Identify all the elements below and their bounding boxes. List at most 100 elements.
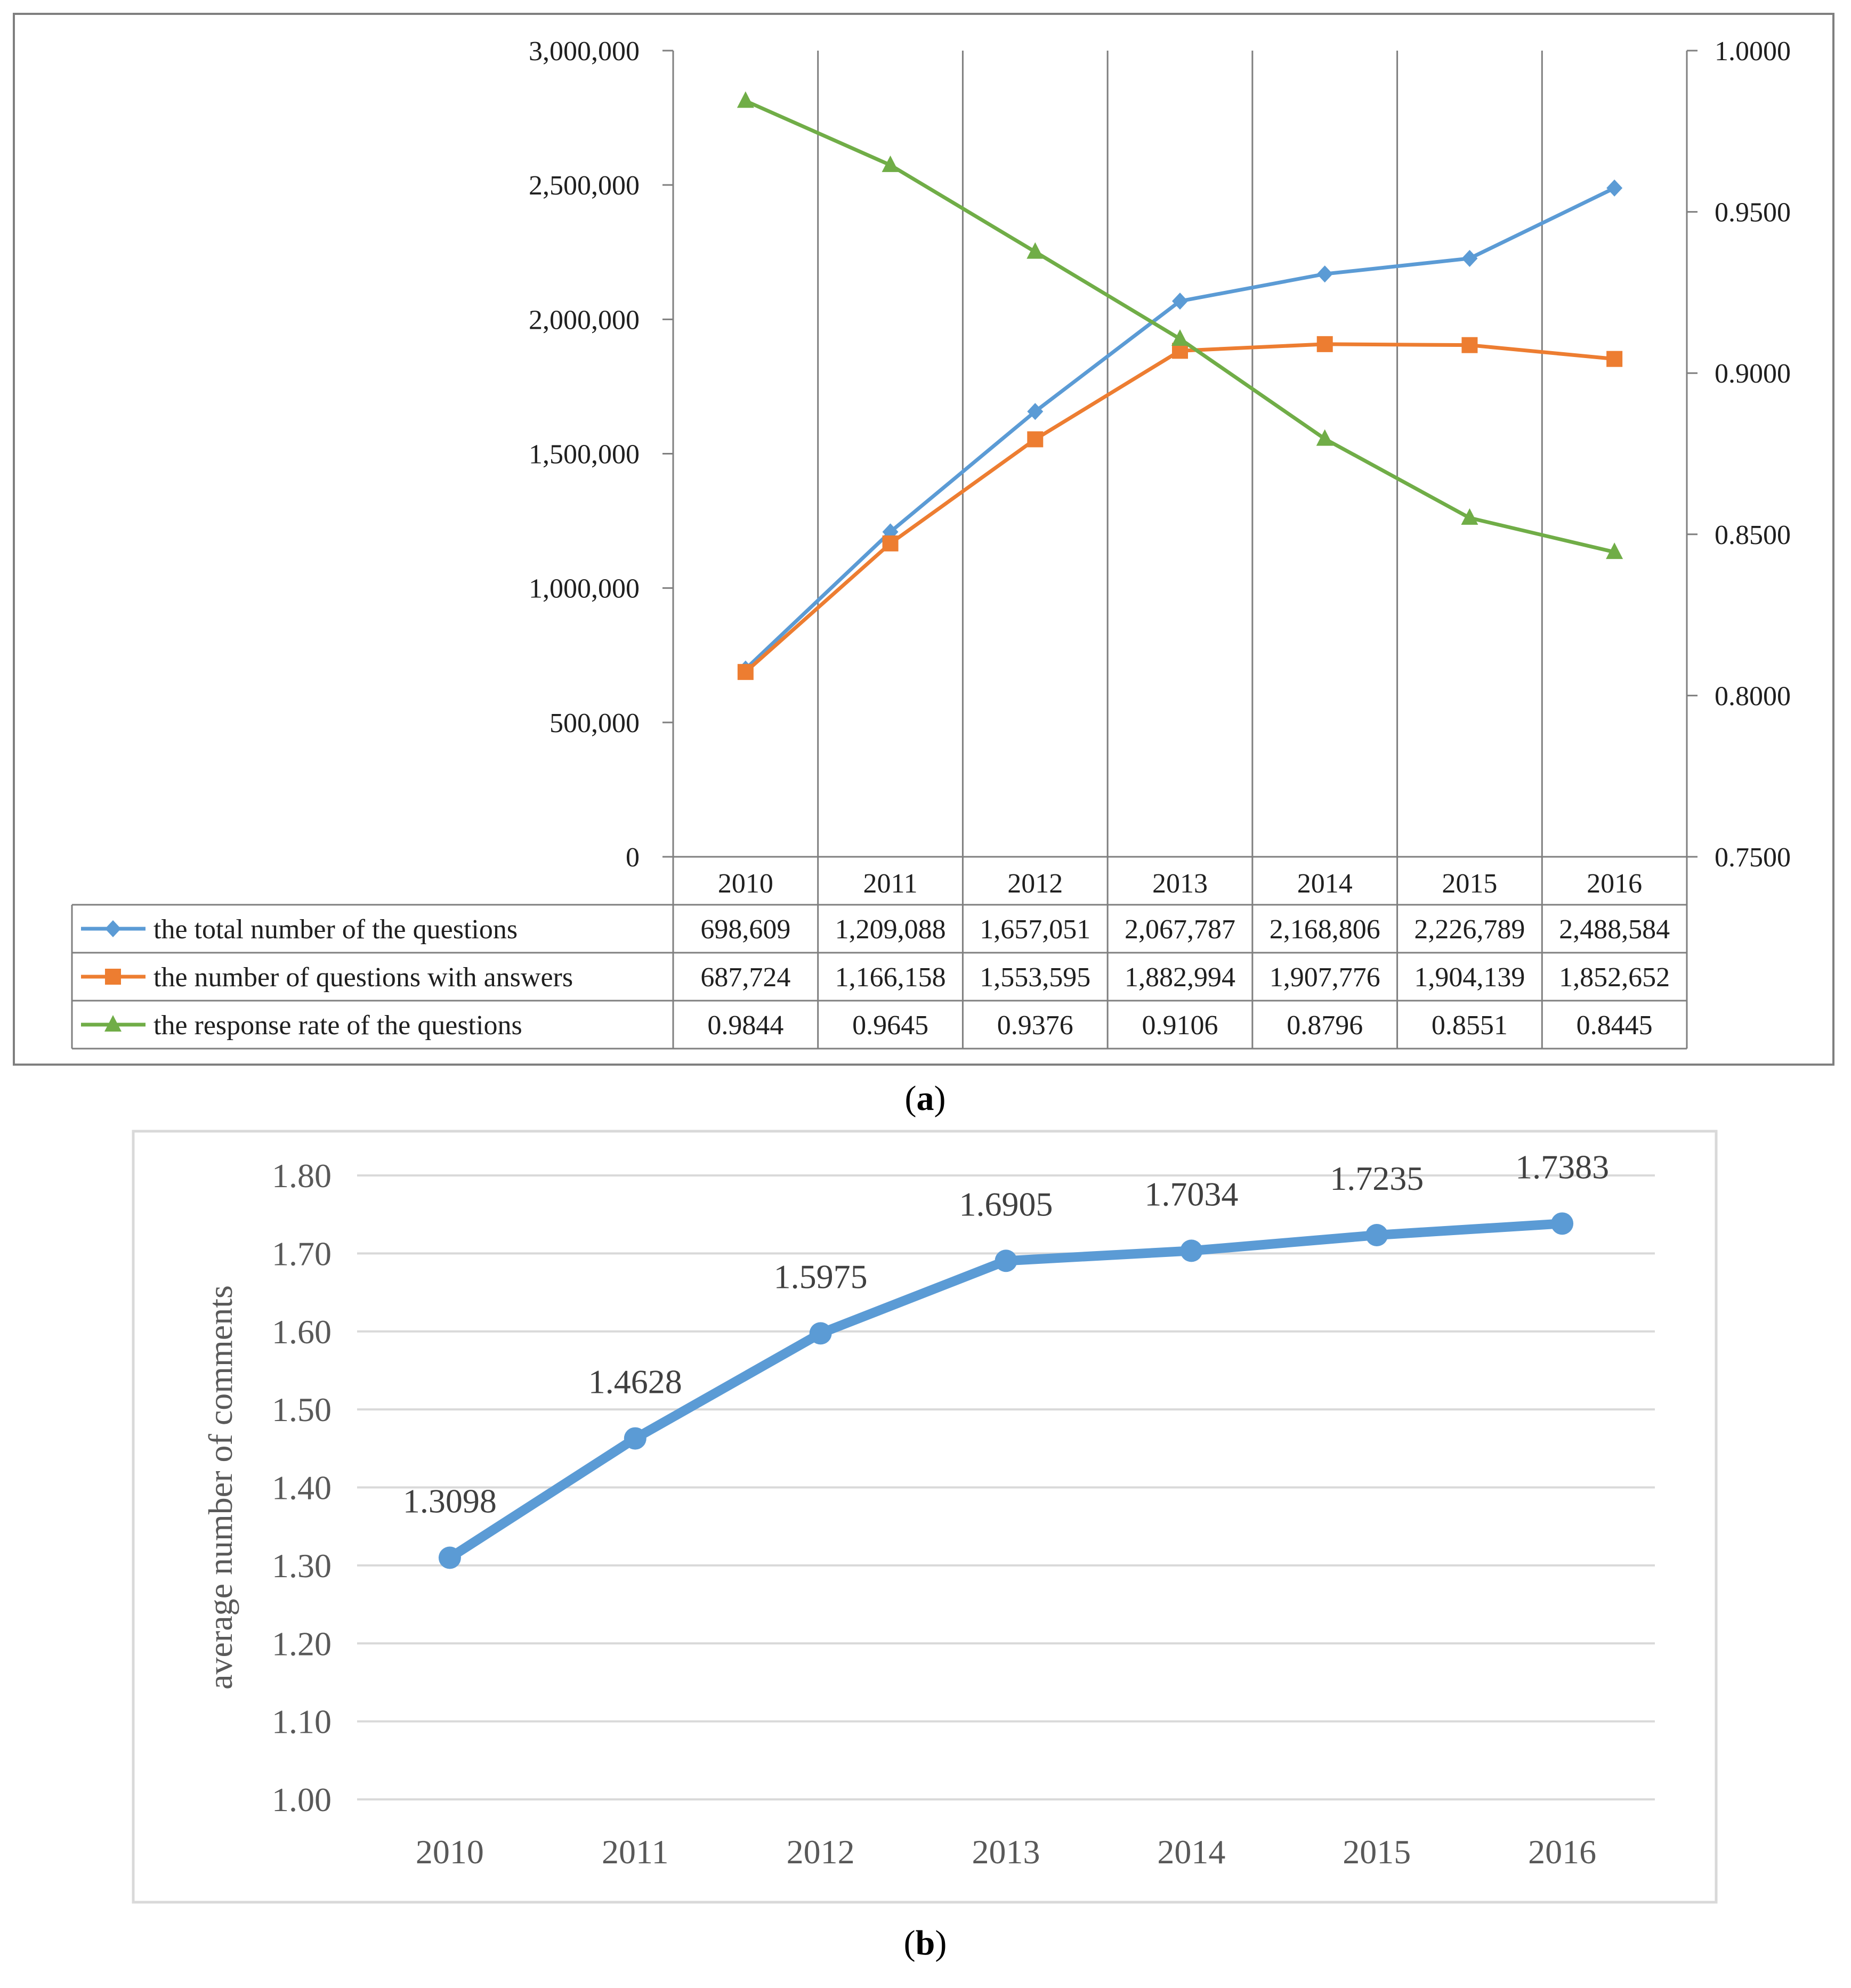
chart-a-table-cell: 1,882,994 (1125, 962, 1235, 993)
chart-a-series-1-point (1461, 249, 1478, 267)
chart-b-x-tick-label: 2012 (787, 1833, 855, 1871)
chart-b-y-tick-label: 1.50 (272, 1391, 332, 1429)
chart-b-y-tick-label: 1.70 (272, 1235, 332, 1272)
chart-a-series-2-point (737, 664, 754, 680)
chart-b-data-label: 1.5975 (774, 1257, 868, 1295)
chart-a-left-tick-label: 0 (626, 842, 640, 873)
chart-a-table-cell: 2,226,789 (1414, 914, 1525, 945)
chart-b-y-axis-title: average number of comments (201, 1285, 239, 1690)
chart-b-data-label: 1.3098 (403, 1482, 497, 1520)
chart-a-table-cell: 0.8551 (1432, 1010, 1508, 1041)
chart-a-series-2-point (1027, 431, 1044, 448)
chart-a-right-tick-label: 0.7500 (1715, 842, 1791, 873)
chart-a-table-cell: 2,168,806 (1270, 914, 1380, 945)
chart-a-table-cell: 1,166,158 (835, 962, 946, 993)
chart-a-table-cell: 2,488,584 (1559, 914, 1670, 945)
chart-b-x-tick-label: 2015 (1343, 1833, 1411, 1871)
chart-a: 0 500,000 1,000,000 1,500,000 2,000,000 2,500… (71, 36, 1791, 1050)
chart-a-table-cell: 1,852,652 (1559, 962, 1670, 993)
chart-b-y-tick-label: 1.40 (272, 1469, 332, 1507)
chart-b-x-tick-label: 2014 (1157, 1833, 1225, 1871)
chart-a-series-1-point (1606, 179, 1623, 197)
chart-a-left-tick-label: 2,500,000 (529, 171, 640, 201)
chart-a-table-cell: 0.9376 (997, 1010, 1073, 1041)
chart-a-table-cell: 1,907,776 (1270, 962, 1380, 993)
chart-b-series-point (809, 1322, 832, 1345)
chart-a-left-tick-label: 1,500,000 (529, 440, 640, 470)
chart-b-series-point (1180, 1239, 1203, 1262)
chart-a-frame (13, 13, 1834, 1066)
chart-b-y-tick-label: 1.30 (272, 1547, 332, 1585)
chart-a-right-tick-label: 0.8000 (1715, 681, 1791, 711)
chart-a-table-cell: 0.9844 (707, 1010, 783, 1041)
chart-b-x-tick-label: 2016 (1528, 1833, 1596, 1871)
chart-a-table-cell: 1,657,051 (980, 914, 1090, 945)
chart-a-series-1-point (1316, 265, 1333, 283)
chart-a-series-3-point (737, 91, 754, 108)
chart-b-x-tick-label: 2010 (416, 1833, 484, 1871)
chart-a-series-3-point (882, 155, 899, 172)
chart-a-series-3-point (1461, 508, 1478, 525)
chart-a-left-tick-label: 1,000,000 (529, 574, 640, 604)
chart-a-x-tick-label: 2011 (863, 869, 918, 899)
chart-a-x-tick-label: 2016 (1587, 869, 1642, 899)
chart-a-right-tick-label: 0.8500 (1715, 520, 1791, 550)
chart-a-table-cell: 1,553,595 (980, 962, 1090, 993)
chart-a-left-tick-label: 2,000,000 (529, 305, 640, 335)
chart-a-series-2-point (1606, 351, 1623, 367)
chart-a-x-tick-label: 2012 (1007, 869, 1063, 899)
chart-a-table-cell: 0.9645 (852, 1010, 928, 1041)
chart-a-legend-label: the total number of the questions (153, 914, 518, 945)
chart-a-table-cell: 1,904,139 (1414, 962, 1525, 993)
chart-b: 1.00 1.10 1.20 1.30 1.40 1.50 1.60 1.70 1.80 2010… (201, 1148, 1655, 1871)
chart-a-x-tick-label: 2010 (718, 869, 773, 899)
chart-b-data-label: 1.7034 (1144, 1175, 1238, 1213)
chart-b-series-point (624, 1427, 646, 1450)
chart-b-frame (132, 1130, 1718, 1904)
chart-a-x-tick-label: 2015 (1442, 869, 1497, 899)
chart-a-series-2-point (882, 535, 899, 551)
chart-b-y-tick-label: 1.80 (272, 1157, 332, 1195)
chart-b-series-point (995, 1249, 1017, 1272)
chart-a-series-3-point (1316, 429, 1333, 446)
chart-b-data-label: 1.6905 (959, 1185, 1053, 1223)
chart-a-table-cell: 687,724 (700, 962, 790, 993)
chart-a-table-cell: 0.8796 (1287, 1010, 1363, 1041)
chart-b-series-point (1365, 1223, 1388, 1246)
chart-a-legend-key-marker (104, 1015, 122, 1032)
chart-a-table-cell: 0.8445 (1577, 1010, 1653, 1041)
chart-b-y-tick-label: 1.00 (272, 1781, 332, 1819)
chart-a-legend-label: the response rate of the questions (153, 1010, 522, 1041)
chart-b-y-tick-label: 1.20 (272, 1625, 332, 1662)
chart-a-legend-key-marker (105, 969, 121, 985)
chart-a-series-3-point (1026, 242, 1044, 259)
chart-a-table-cell: 698,609 (700, 914, 790, 945)
chart-b-x-tick-label: 2013 (972, 1833, 1040, 1871)
chart-a-series-3-point (1606, 542, 1623, 559)
chart-a-right-tick-label: 1.0000 (1715, 36, 1791, 67)
chart-a-table-cell: 2,067,787 (1125, 914, 1235, 945)
chart-b-y-tick-label: 1.10 (272, 1703, 332, 1741)
chart-a-left-tick-label: 3,000,000 (529, 36, 640, 67)
chart-a-right-tick-label: 0.9000 (1715, 359, 1791, 389)
chart-a-series-1-point (1027, 403, 1044, 420)
chart-a-series-2-point (1316, 336, 1333, 352)
chart-b-data-label: 1.4628 (588, 1363, 682, 1401)
chart-b-data-label: 1.7383 (1515, 1148, 1609, 1186)
chart-b-x-tick-label: 2011 (602, 1833, 669, 1871)
chart-a-caption: (a) (905, 1079, 946, 1118)
chart-a-series-1-point (1172, 293, 1188, 310)
chart-a-right-tick-label: 0.9500 (1715, 198, 1791, 228)
chart-a-legend-key-marker (105, 920, 121, 937)
chart-b-series-point (438, 1546, 461, 1569)
chart-a-series-2-point (1461, 337, 1478, 353)
chart-b-y-tick-label: 1.60 (272, 1313, 332, 1351)
chart-b-data-label: 1.7235 (1330, 1159, 1424, 1197)
chart-a-legend-label: the number of questions with answers (153, 962, 573, 993)
chart-a-series-3-point (1171, 329, 1189, 346)
chart-b-series-point (1551, 1212, 1574, 1235)
chart-a-table-cell: 0.9106 (1142, 1010, 1218, 1041)
chart-a-x-tick-label: 2013 (1152, 869, 1208, 899)
chart-a-table-cell: 1,209,088 (835, 914, 946, 945)
